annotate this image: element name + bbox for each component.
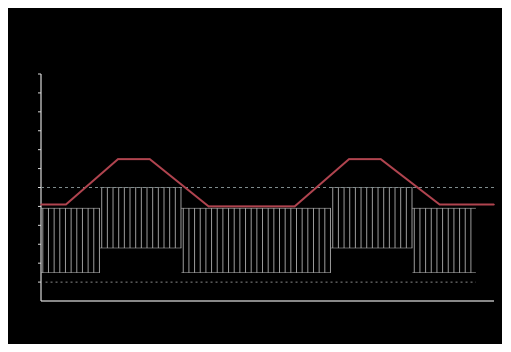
trapezoid-point <box>379 158 382 160</box>
trapezoid-point <box>117 158 119 160</box>
trapezoid-point <box>493 203 495 206</box>
trapezoid-point <box>40 203 42 206</box>
trapezoid-point <box>348 158 350 160</box>
waveform-chart <box>38 73 495 302</box>
trapezoid-point <box>293 205 296 208</box>
trapezoid-series-line <box>41 158 494 208</box>
trapezoid-point <box>65 203 67 206</box>
plot-frame <box>8 8 502 344</box>
trapezoid-point <box>148 158 151 160</box>
trapezoid-point <box>207 205 210 208</box>
trapezoid-point <box>438 203 441 206</box>
